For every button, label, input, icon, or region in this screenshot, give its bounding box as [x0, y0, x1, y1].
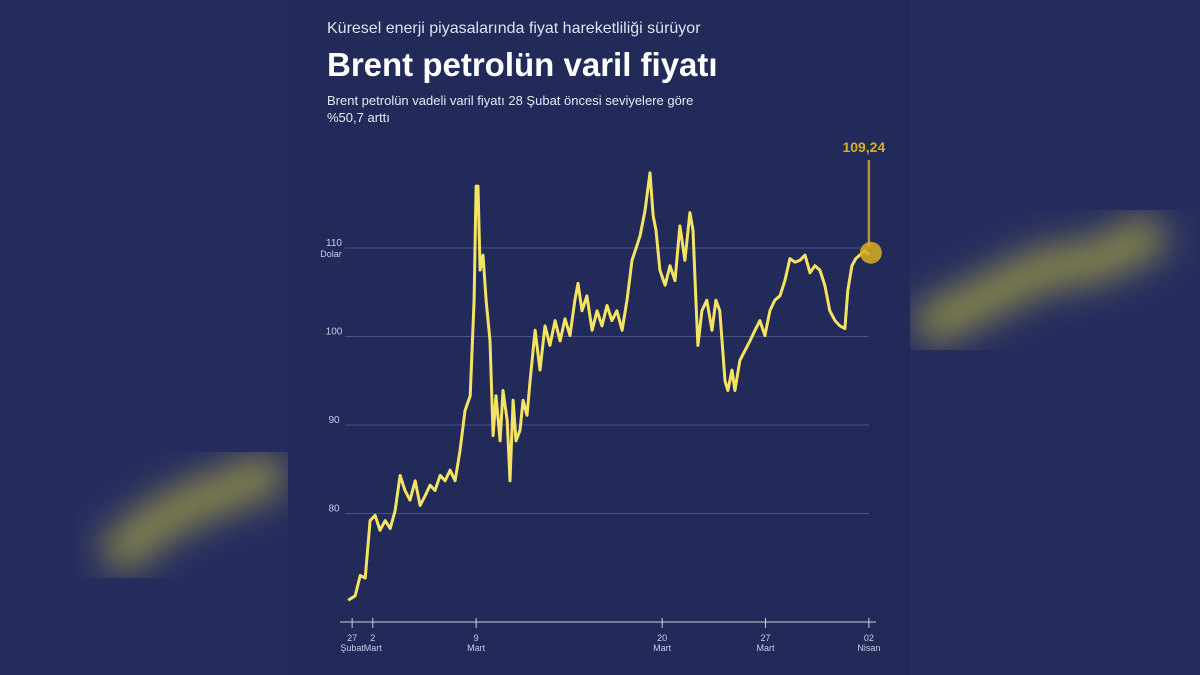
y-tick-label: 80: [328, 504, 340, 515]
blur-decoration: [911, 212, 1169, 348]
x-tick-label: 2 Mart: [364, 633, 382, 653]
x-tick-label: 02 Nisan: [857, 633, 880, 653]
y-tick-label: 110: [326, 238, 342, 249]
y-tick-label: 90: [328, 415, 340, 426]
panel: [288, 0, 910, 675]
kicker: Küresel enerji piyasalarında fiyat harek…: [327, 20, 701, 37]
highlight-point: [859, 241, 882, 264]
x-tick-label: 27 Mart: [757, 633, 775, 653]
price-line: [347, 171, 870, 602]
y-tick-label: 100: [326, 327, 343, 338]
chart-title: Brent petrolün varil fiyatı: [327, 46, 718, 83]
description: %50,7 arttı: [327, 110, 390, 125]
x-tick-label: 27 Şubat: [340, 633, 364, 653]
x-tick-label: 9 Mart: [467, 633, 485, 653]
y-unit: Dolar: [320, 249, 342, 259]
description: Brent petrolün vadeli varil fiyatı 28 Şu…: [327, 93, 693, 108]
value-label: 109,24: [842, 139, 885, 155]
blur-decoration: [97, 451, 288, 576]
x-tick-label: 20 Mart: [653, 633, 671, 653]
